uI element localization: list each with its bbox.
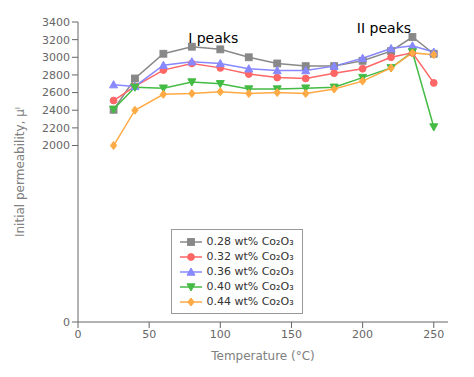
svg-text:3400: 3400	[42, 16, 70, 29]
svg-text:I peaks: I peaks	[188, 30, 238, 46]
html-text:0.40 wt% Co₂O₃: 0.40 wt% Co₂O₃	[206, 280, 294, 293]
svg-text:Initial permeability, μᴵ: Initial permeability, μᴵ	[13, 107, 27, 237]
svg-text:2800: 2800	[42, 69, 70, 82]
html-text:0.44 wt% Co₂O₃: 0.44 wt% Co₂O₃	[206, 295, 294, 308]
svg-text:2600: 2600	[42, 86, 70, 99]
svg-text:3200: 3200	[42, 34, 70, 47]
svg-text:100: 100	[210, 328, 231, 341]
html-text:0.36 wt% Co₂O₃: 0.36 wt% Co₂O₃	[206, 265, 294, 278]
html-text:0.32 wt% Co₂O₃: 0.32 wt% Co₂O₃	[206, 250, 294, 263]
svg-text:Temperature (°C): Temperature (°C)	[210, 349, 315, 363]
svg-text:200: 200	[352, 328, 373, 341]
svg-text:2400: 2400	[42, 104, 70, 117]
svg-text:0: 0	[63, 316, 70, 329]
svg-text:2200: 2200	[42, 122, 70, 135]
svg-text:II peaks: II peaks	[357, 20, 411, 36]
svg-text:50: 50	[142, 328, 156, 341]
svg-text:250: 250	[423, 328, 444, 341]
svg-text:3000: 3000	[42, 51, 70, 64]
svg-text:2000: 2000	[42, 139, 70, 152]
svg-text:0: 0	[75, 328, 82, 341]
html-text:0.28 wt% Co₂O₃: 0.28 wt% Co₂O₃	[206, 235, 294, 248]
svg-text:150: 150	[281, 328, 302, 341]
